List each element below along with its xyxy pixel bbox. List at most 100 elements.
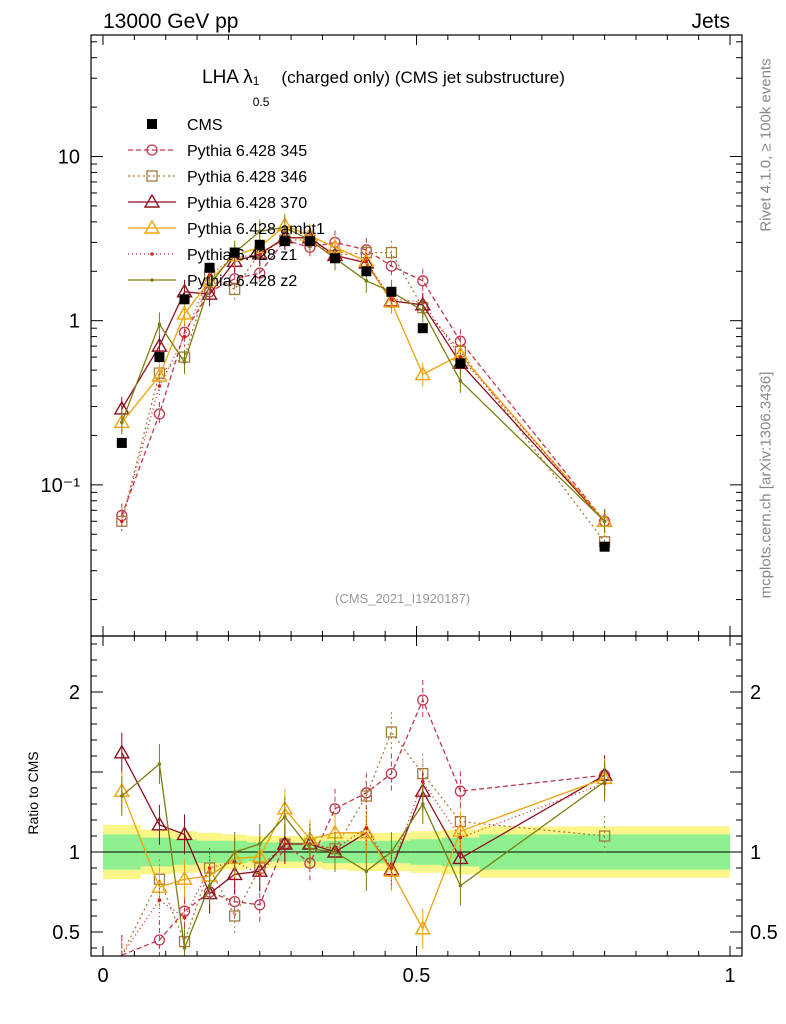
ratio-tick-label-right: 1 — [750, 842, 761, 864]
series-2 — [113, 225, 613, 914]
data-point — [458, 355, 463, 359]
ratio-point — [420, 779, 425, 784]
title-main: LHA λ — [202, 67, 253, 88]
ratio-point — [385, 726, 398, 738]
legend-marker — [147, 119, 157, 129]
data-point — [120, 519, 124, 524]
data-point — [120, 420, 124, 425]
data-point — [157, 322, 162, 327]
cms-point — [154, 352, 165, 363]
legend: CMS Pythia 6.428 345 Pythia 6.428 346 Pythi… — [128, 117, 325, 290]
data-point — [207, 283, 212, 287]
data-point — [182, 334, 187, 339]
ratio-point — [207, 883, 212, 888]
data-point — [417, 275, 429, 287]
legend-entry-5: Pythia 6.428 z1 — [128, 247, 297, 264]
data-point — [229, 283, 241, 296]
legend-marker — [143, 193, 161, 208]
ratio-point — [232, 850, 237, 854]
ratio-point — [308, 847, 312, 851]
ratio-tick-label-right: 0.5 — [750, 922, 778, 944]
ratio-point — [602, 779, 607, 784]
ratio-tick-label-left: 1 — [69, 842, 80, 864]
ratio-point — [153, 934, 166, 946]
legend-label: Pythia 6.428 z1 — [187, 247, 297, 264]
data-point — [383, 293, 400, 308]
legend-entry-6: Pythia 6.428 z2 — [128, 273, 297, 290]
ratio-point — [452, 850, 469, 865]
header-right: Jets — [691, 10, 730, 33]
ratio-tick-label-right: 2 — [750, 682, 761, 704]
ratio-point — [113, 744, 131, 759]
data-point — [182, 360, 187, 364]
ratio-point — [417, 694, 429, 706]
data-point — [254, 267, 266, 279]
ratio-point — [157, 762, 162, 766]
y-tick-label: 1 — [69, 311, 80, 333]
series-5 — [120, 215, 607, 956]
cms-point — [116, 437, 127, 448]
data-point — [201, 285, 218, 300]
ratio-point — [458, 835, 463, 840]
ratio-point — [385, 767, 398, 780]
watermark: (CMS_2021_I1920187) — [335, 591, 471, 606]
legend-marker — [150, 252, 154, 256]
cms-point — [386, 286, 397, 297]
ratio-tick-label-left: 0.5 — [52, 922, 80, 944]
legend-entry-4: Pythia 6.428 ambt1 — [128, 219, 325, 238]
cms-point — [304, 236, 315, 247]
ratio-point — [254, 899, 266, 911]
cms-point — [361, 266, 372, 277]
cms-point — [455, 358, 466, 369]
ratio-point — [283, 842, 287, 846]
data-point — [153, 408, 166, 420]
legend-marker — [146, 170, 158, 182]
legend-label: Pythia 6.428 ambt1 — [187, 221, 325, 238]
ratio-point — [358, 824, 375, 839]
legend-label: Pythia 6.428 345 — [187, 143, 307, 160]
data-point — [420, 308, 425, 313]
ratio-point — [257, 872, 262, 877]
y-tick-label: 10 — [58, 147, 80, 169]
cms-data-layer — [116, 236, 610, 552]
cms-point — [179, 294, 190, 305]
y-tick-label: 10⁻¹ — [41, 475, 81, 497]
title-sup: 1 — [252, 74, 260, 88]
plot-title: LHA λ 1 0.5 (charged only) (CMS jet substr… — [202, 67, 565, 108]
ratio-point — [182, 915, 187, 920]
x-tick-label: 0 — [97, 965, 108, 987]
ratio-point — [283, 815, 287, 819]
ratio-ylabel: Ratio to CMS — [25, 751, 41, 835]
data-point — [176, 305, 193, 320]
rivet-label: Rivet 4.1.0, ≥ 100k events — [757, 58, 775, 232]
data-point — [414, 366, 431, 381]
series-line-ratio — [121, 752, 605, 895]
ratio-point — [120, 794, 124, 798]
axes-layer: 0 0.5 1 10⁻¹ 1 10 0.5 0.5 1 1 2 2 — [41, 34, 778, 987]
legend-label: Pythia 6.428 346 — [187, 169, 307, 186]
x-tick-label: 0.5 — [403, 965, 431, 987]
mcplots-label: mcplots.cern.ch [arXiv:1306.3436] — [757, 371, 775, 599]
legend-entry-2: Pythia 6.428 346 — [128, 169, 307, 186]
ratio-point — [229, 910, 241, 922]
header-left: 13000 GeV pp — [103, 10, 239, 33]
legend-marker — [143, 219, 161, 234]
data-point — [458, 379, 463, 383]
cms-point — [229, 247, 240, 258]
legend-marker — [146, 144, 158, 156]
series-line-main — [121, 224, 606, 522]
ratio-point — [360, 790, 372, 802]
series-layer — [113, 213, 613, 956]
legend-entry-3: Pythia 6.428 370 — [128, 193, 307, 212]
data-point — [257, 229, 262, 234]
ratio-point — [176, 826, 193, 841]
ratio-point — [414, 920, 431, 935]
ratio-point — [226, 866, 243, 881]
cms-point — [417, 323, 428, 334]
data-point — [151, 337, 168, 352]
data-point — [151, 367, 168, 382]
cms-point — [599, 541, 610, 552]
ratio-point — [420, 802, 425, 806]
legend-label: Pythia 6.428 370 — [187, 195, 307, 212]
